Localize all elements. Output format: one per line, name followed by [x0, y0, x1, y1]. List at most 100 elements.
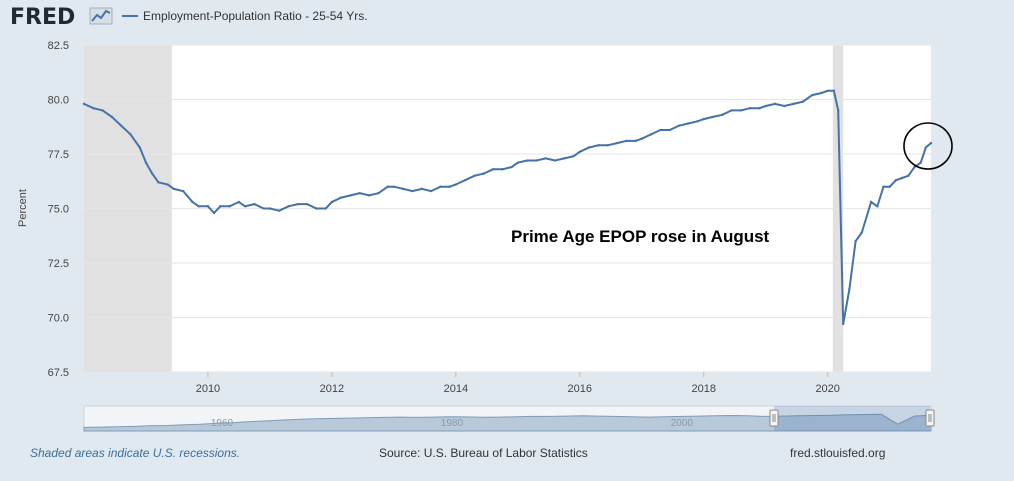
annotation-circle — [903, 122, 953, 170]
y-tick-label: 75.0 — [48, 204, 69, 216]
data-point — [197, 205, 200, 208]
data-point — [929, 141, 933, 145]
data-point — [625, 139, 628, 143]
data-point — [841, 322, 845, 326]
navigator-left-handle[interactable] — [769, 409, 779, 427]
x-axis-ticks: 2010 2012 2014 2016 2018 2020 — [196, 372, 840, 395]
data-point — [810, 93, 814, 97]
data-point — [730, 109, 733, 112]
navigator-tick-label: 1960 — [211, 418, 234, 429]
data-point — [606, 144, 609, 147]
data-point — [869, 200, 873, 204]
data-point — [101, 109, 104, 112]
data-point — [296, 202, 300, 206]
data-point — [535, 159, 538, 162]
source-text: Source: U.S. Bureau of Labor Statistics — [379, 446, 588, 460]
data-point — [659, 128, 662, 132]
y-tick-label: 77.5 — [48, 149, 69, 161]
data-point — [144, 161, 148, 164]
data-point — [702, 117, 705, 121]
data-point — [315, 207, 318, 210]
navigator-tick-label: 1980 — [441, 418, 464, 429]
data-point — [463, 178, 467, 182]
x-tick-label: 2016 — [568, 383, 592, 395]
data-point — [157, 181, 160, 184]
data-point — [668, 128, 671, 132]
data-point — [837, 109, 840, 112]
data-point — [764, 104, 767, 108]
navigator-right-handle[interactable] — [925, 409, 935, 427]
data-point — [150, 172, 154, 175]
annotation-text: Prime Age EPOP rose in August — [511, 227, 770, 246]
data-point — [739, 109, 743, 112]
data-point — [110, 115, 114, 119]
data-point — [687, 122, 690, 125]
data-point — [367, 194, 371, 197]
data-point — [848, 287, 851, 291]
data-point — [191, 200, 194, 204]
data-point — [212, 211, 216, 215]
data-point — [392, 185, 396, 188]
data-point — [516, 161, 520, 164]
data-point — [894, 178, 898, 182]
data-point — [206, 205, 210, 208]
data-point — [882, 185, 885, 188]
data-point — [330, 200, 334, 204]
data-point — [544, 157, 547, 160]
data-point — [491, 168, 495, 171]
recession-note: Shaded areas indicate U.S. recessions. — [30, 446, 241, 460]
navigator-ticks: 1960 1980 2000 — [211, 418, 694, 429]
legend-label[interactable]: Employment-Population Ratio - 25-54 Yrs. — [143, 9, 368, 23]
data-point — [339, 196, 343, 199]
fred-logo[interactable]: FRED — [10, 5, 75, 30]
data-point — [324, 207, 327, 210]
data-point — [597, 144, 600, 147]
data-point — [888, 185, 891, 188]
data-point — [553, 159, 557, 162]
data-point — [826, 89, 829, 92]
data-point — [82, 102, 86, 106]
data-point — [820, 91, 823, 95]
x-tick-label: 2014 — [444, 383, 468, 395]
data-point — [876, 205, 879, 208]
data-point — [129, 133, 132, 136]
y-tick-label: 72.5 — [48, 258, 69, 270]
site-link[interactable]: fred.stlouisfed.org — [790, 446, 886, 460]
data-point — [482, 172, 485, 175]
data-point — [792, 102, 795, 106]
data-point — [219, 205, 222, 208]
data-point — [919, 161, 922, 164]
data-point — [773, 102, 777, 106]
data-point — [696, 120, 699, 123]
navigator-series-area — [83, 413, 932, 432]
data-point — [119, 124, 123, 127]
data-point — [711, 115, 715, 119]
data-point — [454, 183, 458, 186]
data-point — [563, 157, 566, 160]
data-point — [262, 207, 265, 210]
data-point — [854, 240, 857, 243]
data-point — [721, 113, 724, 116]
x-tick-label: 2012 — [320, 383, 344, 395]
fred-logo-graph-icon — [89, 7, 113, 25]
data-point — [525, 159, 529, 162]
range-navigator[interactable]: 1960 1980 2000 — [83, 405, 935, 432]
x-tick-label: 2020 — [815, 383, 839, 395]
data-point — [420, 187, 423, 191]
data-point — [237, 200, 241, 204]
data-point — [900, 176, 904, 180]
navigator-selection[interactable] — [774, 406, 930, 431]
data-point — [913, 165, 916, 169]
data-point — [278, 209, 281, 212]
data-point — [253, 202, 256, 206]
data-point — [448, 185, 451, 188]
data-point — [501, 168, 504, 171]
data-point — [510, 165, 513, 169]
data-point — [228, 205, 231, 208]
y-tick-label: 67.5 — [48, 367, 69, 379]
data-point — [411, 189, 414, 193]
series-points — [82, 89, 933, 326]
data-point — [243, 205, 247, 208]
gridlines — [84, 44, 931, 373]
